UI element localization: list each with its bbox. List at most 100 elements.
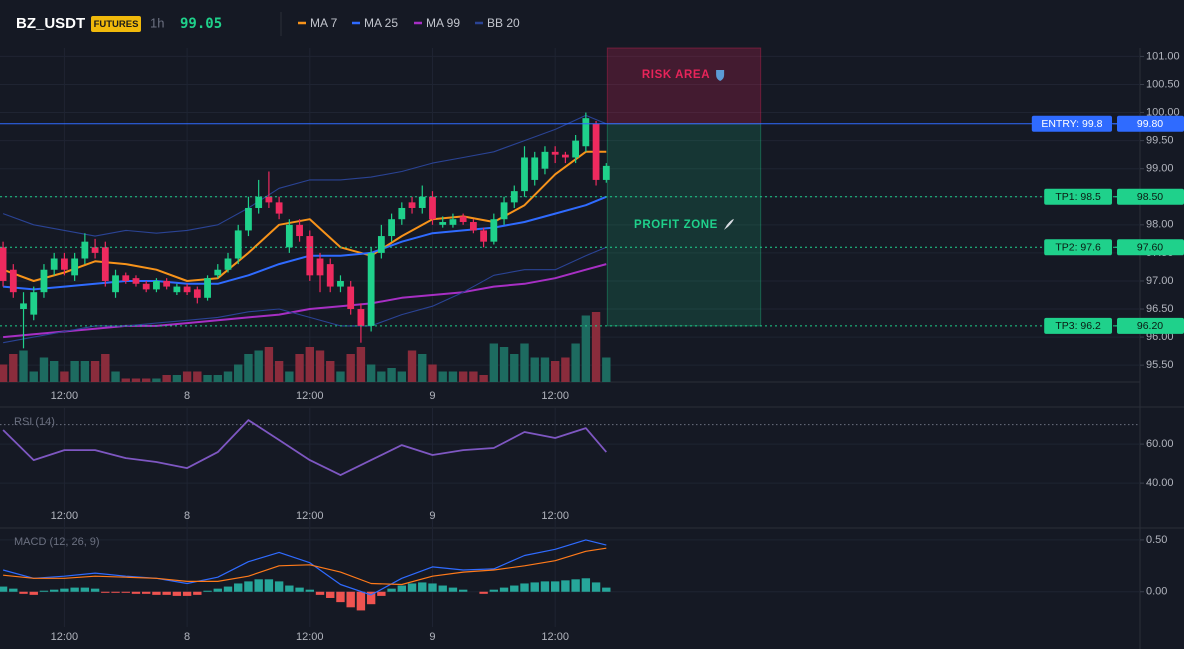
volume-bar: [520, 343, 529, 382]
volume-bar: [540, 357, 550, 382]
volume-bar: [223, 371, 233, 382]
candle-body: [357, 309, 365, 326]
candle-body: [398, 207, 406, 220]
rsi-line: [2, 419, 607, 476]
x-tick-label: 12:00: [296, 390, 324, 402]
symbol: BZ_USDT: [16, 15, 85, 32]
histogram-bar: [162, 591, 171, 595]
candle-body: [193, 289, 201, 298]
candle-body: [183, 286, 191, 293]
level-price: 98.50: [1137, 191, 1163, 203]
candle-body: [418, 196, 426, 208]
volume-bar: [561, 357, 570, 382]
candle-body: [429, 196, 436, 220]
zone-label: PROFIT ZONE: [634, 219, 718, 231]
macd-line: [3, 547, 607, 586]
histogram-bar: [203, 590, 212, 592]
histogram-bar: [377, 591, 386, 596]
badge-bg: [91, 16, 141, 32]
volume-bar: [499, 347, 509, 382]
candle-body: [204, 278, 211, 298]
volume-bar: [111, 371, 120, 382]
histogram-bar: [591, 582, 601, 592]
y-tick-label: 96.50: [1146, 303, 1174, 315]
volume-bar: [244, 354, 253, 382]
level-label-bg: [1044, 317, 1112, 334]
volume-bar: [530, 357, 539, 382]
histogram-bar: [70, 587, 79, 592]
candle-body: [561, 154, 569, 158]
bb-upper: [2, 114, 607, 237]
candle-body: [439, 222, 447, 225]
volume-bar: [193, 371, 202, 382]
candle-body: [582, 118, 590, 147]
candle-body: [234, 230, 242, 259]
histogram-bar: [49, 589, 59, 592]
candle-body: [71, 258, 79, 276]
level-label-bg: [1044, 188, 1112, 205]
histogram-bar: [520, 583, 529, 592]
volume-bar: [479, 375, 488, 382]
histogram-bar: [346, 591, 355, 608]
zone-label: RISK AREA: [642, 69, 710, 81]
volume-bar: [19, 350, 28, 382]
candle-body: [142, 283, 150, 290]
volume-bar: [469, 371, 478, 382]
volume-bar: [550, 361, 560, 382]
volume-bar: [336, 371, 345, 382]
histogram-bar: [489, 589, 499, 592]
histogram-bar: [581, 578, 591, 592]
x-tick-label: 12:00: [51, 390, 79, 402]
volume-bar: [60, 371, 69, 382]
histogram-bar: [366, 591, 376, 605]
legend-label: BB 20: [487, 16, 520, 30]
histogram-bar: [458, 589, 468, 592]
histogram-bar: [9, 588, 18, 592]
histogram-bar: [90, 588, 100, 592]
pane-title: MACD (12, 26, 9): [14, 536, 100, 548]
histogram-bar: [326, 591, 335, 598]
histogram-bar: [172, 591, 182, 596]
candle-body: [316, 258, 324, 276]
volume-bar: [305, 347, 314, 382]
candle-body: [245, 207, 252, 231]
volume-bar: [285, 371, 294, 382]
candle-body: [224, 258, 232, 270]
volume-bar: [152, 378, 161, 382]
y-tick-label: 99.00: [1146, 163, 1174, 175]
interval: 1h: [150, 15, 164, 30]
volume-bar: [80, 361, 90, 382]
candle-body: [101, 247, 109, 281]
histogram-bar: [264, 579, 274, 592]
x-tick-label: 9: [429, 631, 435, 643]
candle-body: [265, 196, 273, 203]
histogram-bar: [223, 586, 233, 592]
volume-bar: [172, 375, 182, 382]
volume-bar: [571, 343, 580, 382]
legend-label: MA 25: [364, 16, 398, 30]
volume-bar: [458, 371, 468, 382]
histogram-bar: [193, 591, 202, 595]
ma-line: [3, 263, 607, 339]
level-label: TP1: 98.5: [1055, 191, 1101, 203]
x-tick-label: 12:00: [51, 631, 79, 643]
level-price-bg: [1117, 188, 1184, 205]
candle-body: [521, 157, 528, 192]
histogram-bar: [295, 587, 304, 592]
level-price: 99.80: [1137, 118, 1163, 130]
level-price-bg: [1117, 317, 1184, 334]
histogram-bar: [336, 591, 345, 603]
candle-body: [510, 191, 518, 203]
candle-body: [408, 202, 416, 208]
level-price: 97.60: [1137, 242, 1163, 254]
histogram-bar: [418, 582, 427, 592]
volume-bar: [0, 364, 8, 382]
volume-bar: [591, 312, 601, 382]
candle-body: [40, 269, 48, 293]
volume-bar: [203, 375, 212, 382]
histogram-bar: [550, 581, 560, 592]
histogram-bar: [121, 591, 130, 593]
candle-body: [61, 258, 68, 270]
histogram-bar: [397, 585, 407, 592]
